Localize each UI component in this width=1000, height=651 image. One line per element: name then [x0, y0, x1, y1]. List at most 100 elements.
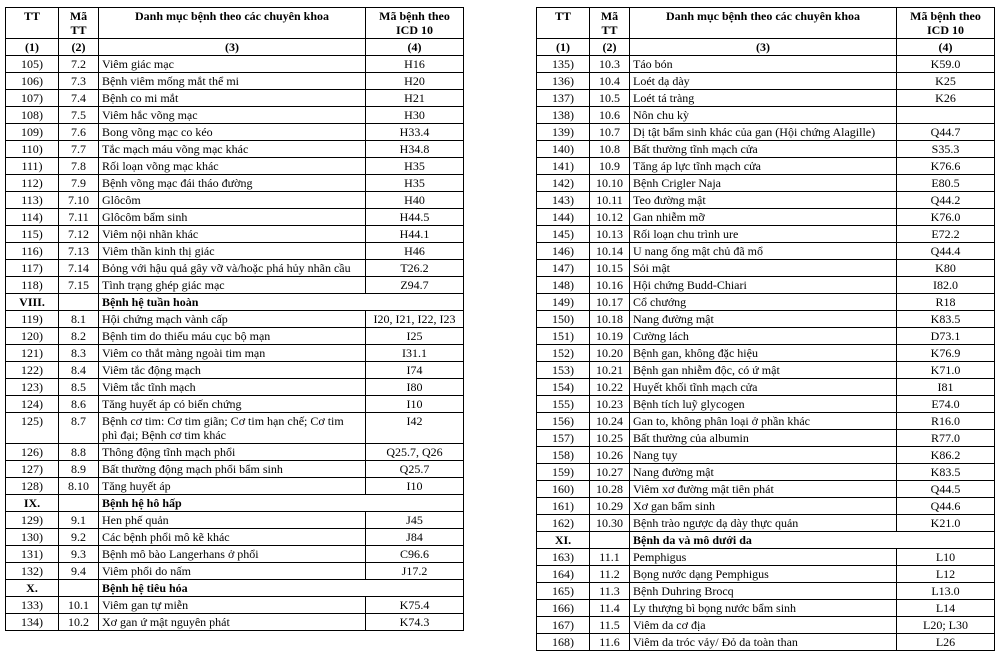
disease-name: Ly thượng bì bọng nước bẩm sinh: [629, 599, 897, 617]
row-code: 10.23: [589, 395, 630, 413]
row-code: 10.5: [589, 89, 630, 107]
disease-name: Cường lách: [629, 327, 897, 345]
table-row: 149) 10.17 Cổ chướng R18: [536, 293, 995, 311]
disease-name: Nang đường mật: [629, 310, 897, 328]
row-code: 7.8: [58, 157, 99, 175]
table-row: 154) 10.22 Huyết khối tĩnh mạch cửa I81: [536, 378, 995, 396]
row-number: 158): [536, 446, 590, 464]
disease-name: Bệnh gan, không đặc hiệu: [629, 344, 897, 362]
row-code: 10.28: [589, 480, 630, 498]
row-code: 7.9: [58, 174, 99, 192]
disease-name: Táo bón: [629, 55, 897, 73]
table-row: 142) 10.10 Bệnh Crigler Naja E80.5: [536, 174, 995, 192]
disease-name: Bệnh Crigler Naja: [629, 174, 897, 192]
icd-code: H35: [365, 157, 464, 175]
row-code: 10.22: [589, 378, 630, 396]
row-code: 8.6: [58, 395, 99, 413]
row-number: 128): [5, 477, 59, 495]
disease-name: Nôn chu kỳ: [629, 106, 897, 124]
disease-name: Viêm da cơ địa: [629, 616, 897, 634]
subheader-row: (1) (2) (3) (4): [536, 38, 995, 56]
disease-name: Bệnh cơ tim: Cơ tim giãn; Cơ tim hạn chế…: [98, 412, 366, 444]
row-code: 11.4: [589, 599, 630, 617]
table-row: 106) 7.3 Bệnh viêm mống mắt thể mi H20: [5, 72, 464, 90]
column-header-tt: TT: [536, 7, 590, 39]
icd-code: K76.0: [896, 208, 995, 226]
row-number: 163): [536, 548, 590, 566]
row-code: 10.16: [589, 276, 630, 294]
row-number: 165): [536, 582, 590, 600]
table-row: 132) 9.4 Viêm phổi do nấm J17.2: [5, 562, 464, 580]
icd-code: I31.1: [365, 344, 464, 362]
row-number: 144): [536, 208, 590, 226]
section-row: XI. Bệnh da và mô dưới da: [536, 531, 995, 549]
row-code: 8.3: [58, 344, 99, 362]
table-row: 160) 10.28 Viêm xơ đường mật tiên phát Q44.…: [536, 480, 995, 498]
row-number: 117): [5, 259, 59, 277]
subheader-icd: (4): [365, 38, 464, 56]
section-title: Bệnh da và mô dưới da: [629, 531, 995, 549]
table-row: 165) 11.3 Bệnh Duhring Brocq L13.0: [536, 582, 995, 600]
row-code: 10.9: [589, 157, 630, 175]
disease-name: Bất thường tĩnh mạch cửa: [629, 140, 897, 158]
subheader-ma: (2): [589, 38, 630, 56]
disease-name: Viêm thần kinh thị giác: [98, 242, 366, 260]
icd-code: K25: [896, 72, 995, 90]
section-empty-cell: [589, 531, 630, 549]
icd-code: L14: [896, 599, 995, 617]
table-row: 131) 9.3 Bệnh mô bào Langerhans ở phổi C96.…: [5, 545, 464, 563]
row-code: 7.15: [58, 276, 99, 294]
row-number: 133): [5, 596, 59, 614]
table-row: 141) 10.9 Tăng áp lực tĩnh mạch cửa K76.6: [536, 157, 995, 175]
row-number: 136): [536, 72, 590, 90]
row-code: 7.4: [58, 89, 99, 107]
section-title: Bệnh hệ tiêu hóa: [98, 579, 464, 597]
disease-name: Viêm xơ đường mật tiên phát: [629, 480, 897, 498]
table-row: 157) 10.25 Bất thường của albumin R77.0: [536, 429, 995, 447]
icd-code: Q44.4: [896, 242, 995, 260]
icd-code: H16: [365, 55, 464, 73]
row-number: 121): [5, 344, 59, 362]
disease-name: Tắc mạch máu võng mạc khác: [98, 140, 366, 158]
table-row: 138) 10.6 Nôn chu kỳ: [536, 106, 995, 124]
icd-code: L12: [896, 565, 995, 583]
disease-name: Bỏng với hậu quả gây vỡ và/hoặc phá hủy …: [98, 259, 366, 277]
icd-code: Q25.7, Q26: [365, 443, 464, 461]
column-header-ma-tt: Mã TT: [58, 7, 99, 39]
column-header-tt: TT: [5, 7, 59, 39]
disease-name: Xơ gan ứ mật nguyên phát: [98, 613, 366, 631]
disease-name: Bất thường của albumin: [629, 429, 897, 447]
icd-code: I20, I21, I22, I23: [365, 310, 464, 328]
disease-name: Viêm gan tự miễn: [98, 596, 366, 614]
disease-name: Viêm nội nhãn khác: [98, 225, 366, 243]
icd-code: K76.9: [896, 344, 995, 362]
disease-name: Sỏi mật: [629, 259, 897, 277]
table-row: 110) 7.7 Tắc mạch máu võng mạc khác H34.8: [5, 140, 464, 158]
icd-code: K83.5: [896, 310, 995, 328]
icd-code: H21: [365, 89, 464, 107]
icd-code: Q44.2: [896, 191, 995, 209]
row-code: 10.12: [589, 208, 630, 226]
table-row: 144) 10.12 Gan nhiễm mỡ K76.0: [536, 208, 995, 226]
row-code: 10.25: [589, 429, 630, 447]
row-number: 110): [5, 140, 59, 158]
disease-name: Tăng áp lực tĩnh mạch cửa: [629, 157, 897, 175]
table-row: 168) 11.6 Viêm da tróc vảy/ Đỏ da toàn tha…: [536, 633, 995, 651]
icd-code: L20; L30: [896, 616, 995, 634]
icd-code: R16.0: [896, 412, 995, 430]
table-row: 161) 10.29 Xơ gan bẩm sinh Q44.6: [536, 497, 995, 515]
row-number: 159): [536, 463, 590, 481]
row-number: 160): [536, 480, 590, 498]
row-code: 10.11: [589, 191, 630, 209]
table-row: 167) 11.5 Viêm da cơ địa L20; L30: [536, 616, 995, 634]
row-number: 147): [536, 259, 590, 277]
table-row: 120) 8.2 Bệnh tim do thiếu máu cục bộ mạn I…: [5, 327, 464, 345]
row-code: 8.1: [58, 310, 99, 328]
icd-code: Q44.5: [896, 480, 995, 498]
section-row: IX. Bệnh hệ hô hấp: [5, 494, 464, 512]
disease-name: Viêm co thắt màng ngoài tim mạn: [98, 344, 366, 362]
table-row: 112) 7.9 Bệnh võng mạc đái tháo đường H35: [5, 174, 464, 192]
disease-name: Rối loạn chu trình ure: [629, 225, 897, 243]
subheader-row: (1) (2) (3) (4): [5, 38, 464, 56]
row-code: 7.12: [58, 225, 99, 243]
